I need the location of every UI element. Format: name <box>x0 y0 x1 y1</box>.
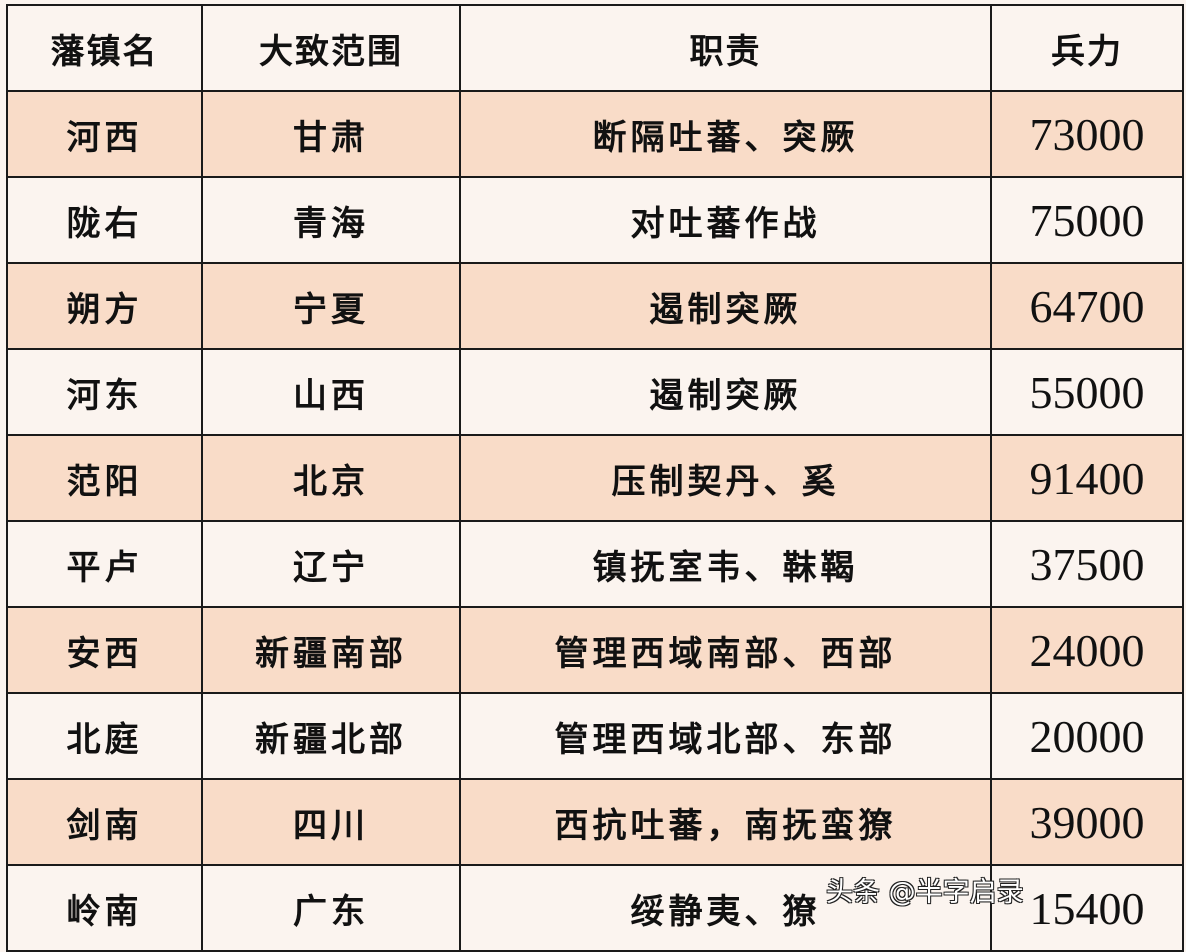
cell-troops: 73000 <box>990 90 1184 178</box>
cell-troops: 24000 <box>990 606 1184 694</box>
cell-region: 青海 <box>201 176 461 264</box>
cell-region: 北京 <box>201 434 461 522</box>
cell-region: 辽宁 <box>201 520 461 608</box>
cell-name: 安西 <box>6 606 203 694</box>
header-duty: 职责 <box>459 4 992 92</box>
cell-region: 山西 <box>201 348 461 436</box>
cell-region: 新疆北部 <box>201 692 461 780</box>
table-row: 朔方 宁夏 遏制突厥 64700 <box>6 262 1184 350</box>
cell-troops: 75000 <box>990 176 1184 264</box>
cell-duty: 西抗吐蕃，南抚蛮獠 <box>459 778 992 866</box>
cell-duty: 断隔吐蕃、突厥 <box>459 90 992 178</box>
cell-troops: 39000 <box>990 778 1184 866</box>
table-row: 河西 甘肃 断隔吐蕃、突厥 73000 <box>6 90 1184 178</box>
cell-name: 河东 <box>6 348 203 436</box>
cell-troops: 55000 <box>990 348 1184 436</box>
garrison-table: 藩镇名 大致范围 职责 兵力 河西 甘肃 断隔吐蕃、突厥 73000 陇右 青海 对吐蕃作战… <box>6 4 1184 952</box>
header-region: 大致范围 <box>201 4 461 92</box>
cell-name: 陇右 <box>6 176 203 264</box>
cell-name: 平卢 <box>6 520 203 608</box>
table-row: 陇右 青海 对吐蕃作战 75000 <box>6 176 1184 264</box>
cell-region: 广东 <box>201 864 461 952</box>
cell-duty: 镇抚室韦、靺鞨 <box>459 520 992 608</box>
cell-region: 新疆南部 <box>201 606 461 694</box>
cell-region: 宁夏 <box>201 262 461 350</box>
table-row: 安西 新疆南部 管理西域南部、西部 24000 <box>6 606 1184 694</box>
watermark: 头条 @半字启录 <box>826 877 1024 908</box>
table-row: 北庭 新疆北部 管理西域北部、东部 20000 <box>6 692 1184 780</box>
cell-name: 剑南 <box>6 778 203 866</box>
cell-troops: 37500 <box>990 520 1184 608</box>
cell-troops: 91400 <box>990 434 1184 522</box>
cell-name: 范阳 <box>6 434 203 522</box>
cell-name: 岭南 <box>6 864 203 952</box>
header-name: 藩镇名 <box>6 4 203 92</box>
cell-name: 河西 <box>6 90 203 178</box>
cell-duty: 遏制突厥 <box>459 348 992 436</box>
cell-duty: 对吐蕃作战 <box>459 176 992 264</box>
table-row: 剑南 四川 西抗吐蕃，南抚蛮獠 39000 <box>6 778 1184 866</box>
table-row: 河东 山西 遏制突厥 55000 <box>6 348 1184 436</box>
cell-troops: 20000 <box>990 692 1184 780</box>
cell-name: 北庭 <box>6 692 203 780</box>
cell-troops: 64700 <box>990 262 1184 350</box>
cell-region: 甘肃 <box>201 90 461 178</box>
cell-duty: 管理西域北部、东部 <box>459 692 992 780</box>
cell-region: 四川 <box>201 778 461 866</box>
header-troops: 兵力 <box>990 4 1184 92</box>
table-row: 范阳 北京 压制契丹、奚 91400 <box>6 434 1184 522</box>
cell-name: 朔方 <box>6 262 203 350</box>
header-row: 藩镇名 大致范围 职责 兵力 <box>6 4 1184 92</box>
cell-duty: 遏制突厥 <box>459 262 992 350</box>
cell-duty: 管理西域南部、西部 <box>459 606 992 694</box>
table-row: 平卢 辽宁 镇抚室韦、靺鞨 37500 <box>6 520 1184 608</box>
cell-duty: 压制契丹、奚 <box>459 434 992 522</box>
